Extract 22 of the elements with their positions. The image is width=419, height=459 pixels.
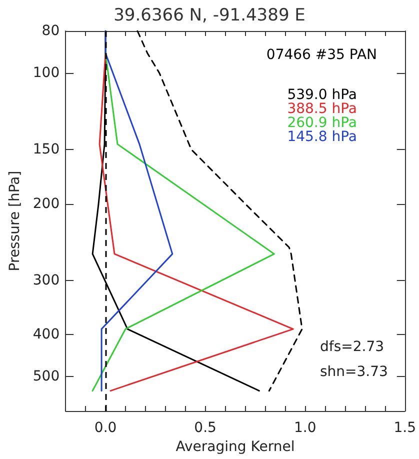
y-tick-label: 400 <box>32 326 60 343</box>
annotation: 07466 #35 PAN <box>266 47 377 63</box>
x-axis-title: Averaging Kernel <box>176 438 295 455</box>
y-tick-label: 300 <box>32 272 60 288</box>
y-tick-label: 200 <box>32 196 60 212</box>
y-tick-label: 100 <box>32 65 60 82</box>
text: 145.8 hPa <box>287 129 357 145</box>
line-series <box>100 30 174 392</box>
y-tick-label: 80 <box>42 23 60 39</box>
y-axis-title: Pressure [hPa] <box>7 170 23 272</box>
text: 260.9 hPa <box>287 115 357 131</box>
y-tick-label: 500 <box>32 368 60 385</box>
x-tick-label: 1.0 <box>294 420 316 436</box>
x-tick-label: 0.5 <box>194 420 216 436</box>
annotation: dfs=2.73 <box>320 339 384 355</box>
annotation: shn=3.73 <box>320 364 388 380</box>
x-tick-label: 1.5 <box>394 420 416 436</box>
text: 388.5 hPa <box>287 101 357 117</box>
text: 539.0 hPa <box>287 87 357 103</box>
y-tick-label: 150 <box>32 142 60 158</box>
x-tick-label: 0.0 <box>94 420 117 436</box>
chart-title: 39.6366 N, -91.4389 E <box>114 6 306 26</box>
